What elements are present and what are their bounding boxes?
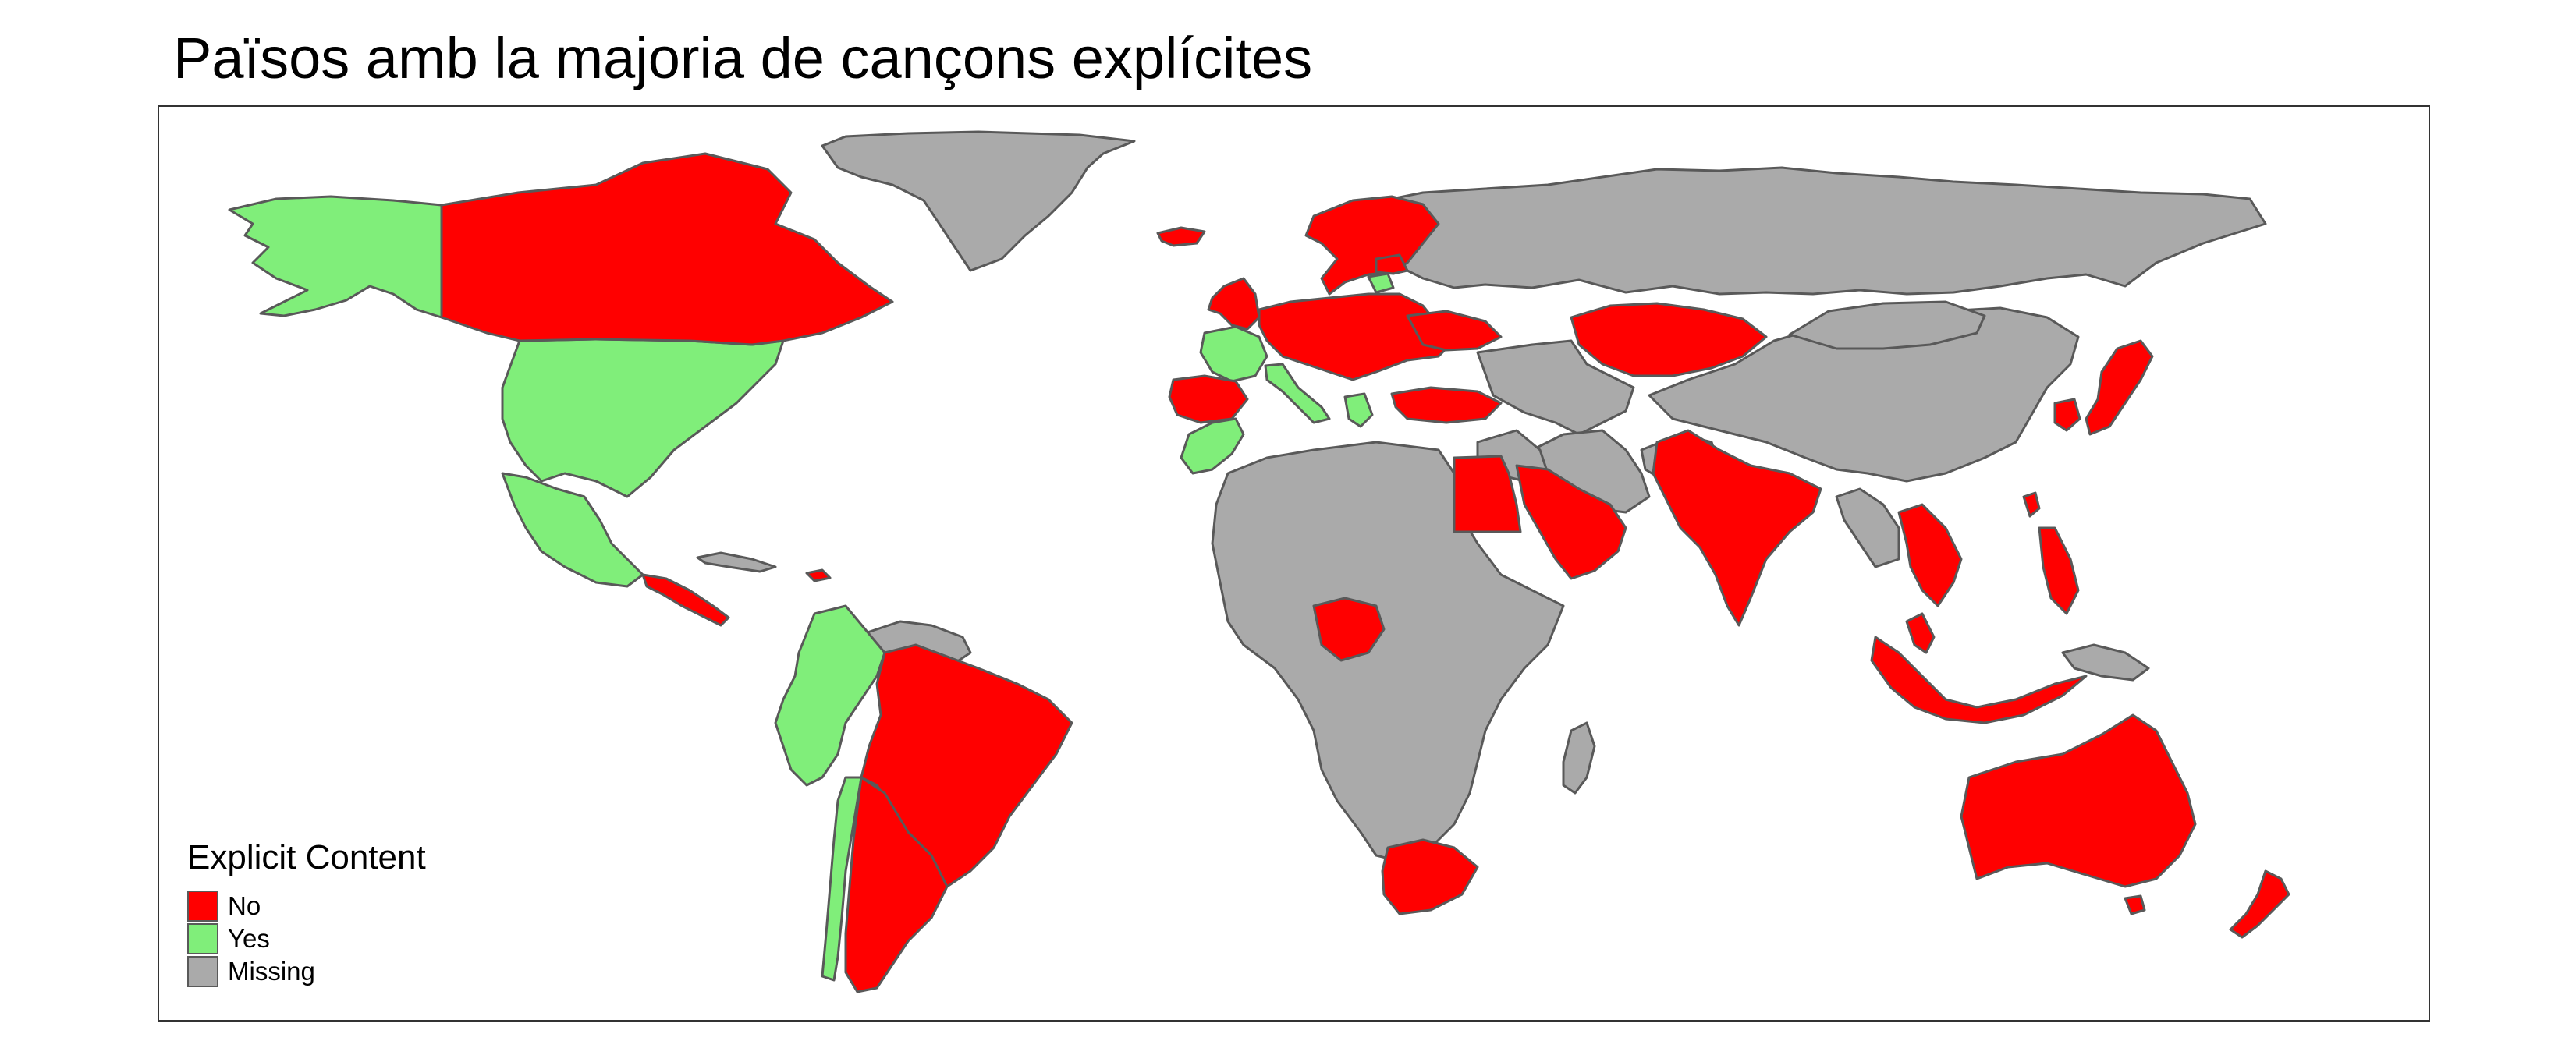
country-pakistan-india	[1652, 429, 1822, 627]
country-south-korea	[2053, 398, 2081, 432]
legend-swatch-yes	[187, 923, 218, 954]
legend: Explicit Content No Yes Missing	[187, 838, 426, 988]
map-panel	[158, 105, 2430, 1022]
map-title: Països amb la majoria de cançons explíci…	[173, 26, 1313, 90]
country-southeast-asia-other	[1835, 487, 1900, 568]
country-iberia	[1168, 374, 1249, 424]
country-turkey	[1390, 386, 1503, 424]
country-colombia-ecuador-peru	[774, 604, 886, 787]
country-argentina	[844, 776, 949, 993]
country-tasmania	[2124, 894, 2146, 915]
country-japan	[2085, 339, 2154, 436]
legend-swatch-missing	[187, 956, 218, 987]
country-taiwan-hong-kong	[2022, 491, 2041, 518]
country-indonesia	[1870, 636, 2088, 724]
country-kazakhstan	[1570, 302, 1768, 377]
country-greece	[1343, 392, 1374, 428]
country-australia	[1960, 713, 2197, 888]
missing-countries	[696, 130, 2267, 865]
legend-label-no: No	[228, 891, 261, 920]
country-france	[1199, 325, 1268, 383]
country-italy	[1264, 363, 1331, 424]
legend-label-missing: Missing	[228, 957, 315, 986]
country-thailand-vietnam	[1897, 503, 1963, 607]
country-new-zealand	[2229, 869, 2290, 939]
country-ukraine	[1406, 310, 1503, 352]
country-central-europe	[1258, 292, 1456, 381]
country-united-states	[501, 338, 785, 498]
legend-title: Explicit Content	[187, 838, 426, 876]
country-greenland	[821, 130, 1136, 272]
country-baltics-estonia-latvia	[1375, 253, 1409, 275]
country-mongolia	[1788, 300, 1986, 350]
country-brazil-bolivia-paraguay-uruguay	[860, 643, 1073, 888]
legend-item-no: No	[187, 890, 426, 922]
country-nigeria	[1312, 597, 1386, 662]
country-madagascar	[1562, 721, 1596, 795]
legend-swatch-no	[187, 891, 218, 922]
country-central-america	[641, 573, 730, 627]
legend-item-missing: Missing	[187, 955, 426, 988]
country-russia	[1343, 166, 2267, 296]
country-chile	[821, 776, 863, 982]
country-south-africa	[1381, 838, 1479, 915]
country-morocco	[1180, 417, 1245, 475]
country-philippines	[2038, 526, 2080, 615]
country-iceland	[1156, 226, 1206, 247]
country-dominican-republic	[805, 568, 832, 582]
country-papua-new-guinea	[2061, 643, 2150, 682]
country-alaska	[228, 195, 443, 319]
country-uk-ireland	[1207, 277, 1261, 331]
country-canada	[440, 152, 894, 346]
country-egypt	[1453, 455, 1522, 533]
legend-item-yes: Yes	[187, 922, 426, 955]
no-countries	[440, 152, 2290, 993]
country-central-asia	[1476, 339, 1635, 436]
country-saudi-arabia-uae	[1515, 464, 1627, 580]
country-lithuania	[1367, 272, 1395, 294]
country-cuba	[696, 551, 777, 573]
legend-label-yes: Yes	[228, 924, 270, 953]
world-map	[228, 130, 2290, 993]
country-malaysia-singapore	[1905, 612, 1936, 654]
